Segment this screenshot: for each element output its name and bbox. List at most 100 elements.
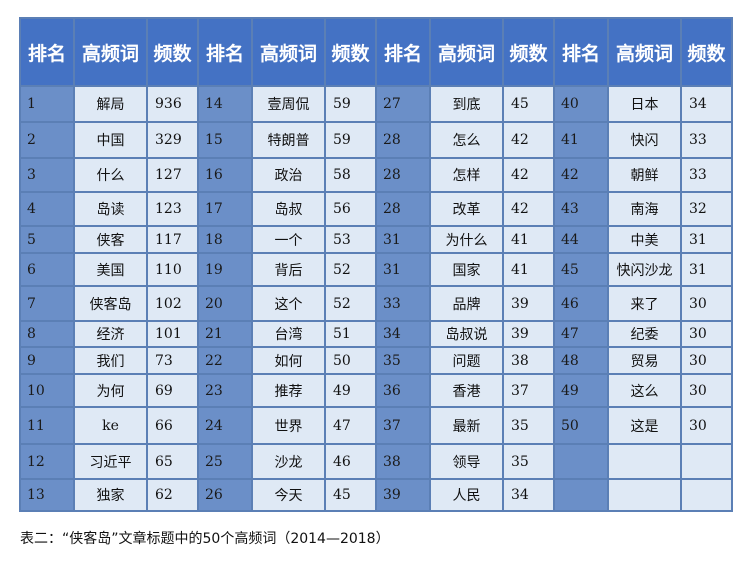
rank-cell: 27: [375, 85, 431, 123]
freq-cell: 110: [146, 252, 199, 287]
word-cell: 特朗普: [251, 121, 326, 159]
rank-cell: 24: [197, 406, 253, 445]
freq-cell: 102: [146, 285, 199, 322]
rank-cell: 4: [19, 191, 75, 227]
freq-cell: 31: [680, 225, 733, 254]
freq-cell: 30: [680, 406, 733, 445]
freq-cell: 47: [324, 406, 377, 445]
word-cell: 品牌: [429, 285, 504, 322]
freq-cell: 329: [146, 121, 199, 159]
rank-cell: 36: [375, 373, 431, 408]
rank-cell: 45: [553, 252, 609, 287]
rank-cell: 35: [375, 346, 431, 375]
word-cell: 中美: [607, 225, 682, 254]
word-cell: 人民: [429, 478, 504, 512]
word-cell: 日本: [607, 85, 682, 123]
rank-cell: 23: [197, 373, 253, 408]
freq-cell: 37: [502, 373, 555, 408]
word-cell: 问题: [429, 346, 504, 375]
freq-cell: 117: [146, 225, 199, 254]
rank-cell: 39: [375, 478, 431, 512]
word-cell: 侠客岛: [73, 285, 148, 322]
freq-cell: 32: [680, 191, 733, 227]
word-cell: 怎么: [429, 121, 504, 159]
word-cell: 美国: [73, 252, 148, 287]
table-row: 13 独家 62 26 今天 45 39 人民 34: [19, 478, 733, 512]
rank-cell: 50: [553, 406, 609, 445]
header-word: 高频词: [607, 17, 682, 87]
rank-cell: 18: [197, 225, 253, 254]
rank-cell: 11: [19, 406, 75, 445]
freq-cell: 45: [324, 478, 377, 512]
word-cell: 为什么: [429, 225, 504, 254]
rank-cell: 15: [197, 121, 253, 159]
rank-cell: 7: [19, 285, 75, 322]
rank-cell: 33: [375, 285, 431, 322]
rank-cell: 10: [19, 373, 75, 408]
header-row: 排名 高频词 频数 排名 高频词 频数 排名 高频词 频数 排名 高频词 频数: [19, 17, 733, 87]
rank-cell: 5: [19, 225, 75, 254]
word-cell: 推荐: [251, 373, 326, 408]
table-row: 5 侠客 117 18 一个 53 31 为什么 41 44 中美 31: [19, 225, 733, 254]
rank-cell: [553, 478, 609, 512]
frequency-table: 排名 高频词 频数 排名 高频词 频数 排名 高频词 频数 排名 高频词 频数 …: [19, 17, 733, 512]
rank-cell: 48: [553, 346, 609, 375]
header-freq: 频数: [146, 17, 199, 87]
rank-cell: 49: [553, 373, 609, 408]
word-cell: 岛读: [73, 191, 148, 227]
word-cell: 一个: [251, 225, 326, 254]
rank-cell: 43: [553, 191, 609, 227]
word-cell: 香港: [429, 373, 504, 408]
word-cell: 解局: [73, 85, 148, 123]
rank-cell: 31: [375, 252, 431, 287]
table-row: 7 侠客岛 102 20 这个 52 33 品牌 39 46 来了 30: [19, 285, 733, 322]
freq-cell: 33: [680, 157, 733, 193]
word-cell: 最新: [429, 406, 504, 445]
freq-cell: 30: [680, 346, 733, 375]
freq-cell: 73: [146, 346, 199, 375]
word-cell: 国家: [429, 252, 504, 287]
rank-cell: 3: [19, 157, 75, 193]
freq-cell: 123: [146, 191, 199, 227]
word-cell: 背后: [251, 252, 326, 287]
freq-cell: 30: [680, 285, 733, 322]
freq-cell: 46: [324, 443, 377, 480]
freq-cell: 65: [146, 443, 199, 480]
freq-cell: 49: [324, 373, 377, 408]
rank-cell: 17: [197, 191, 253, 227]
header-rank: 排名: [197, 17, 253, 87]
word-cell: 沙龙: [251, 443, 326, 480]
freq-cell: 50: [324, 346, 377, 375]
word-cell: 习近平: [73, 443, 148, 480]
table-body: 1 解局 936 14 壹周侃 59 27 到底 45 40 日本 34 2 中国 329 15 特朗普 59 28…: [19, 85, 733, 512]
freq-cell: 35: [502, 443, 555, 480]
rank-cell: 38: [375, 443, 431, 480]
rank-cell: 20: [197, 285, 253, 322]
freq-cell: 53: [324, 225, 377, 254]
header-word: 高频词: [251, 17, 326, 87]
rank-cell: 2: [19, 121, 75, 159]
rank-cell: 13: [19, 478, 75, 512]
freq-cell: 66: [146, 406, 199, 445]
word-cell: 岛叔: [251, 191, 326, 227]
word-cell: 政治: [251, 157, 326, 193]
word-cell: 什么: [73, 157, 148, 193]
freq-cell: 34: [502, 478, 555, 512]
table-row: 4 岛读 123 17 岛叔 56 28 改革 42 43 南海 32: [19, 191, 733, 227]
word-cell: 快闪: [607, 121, 682, 159]
header-freq: 频数: [324, 17, 377, 87]
rank-cell: 22: [197, 346, 253, 375]
table-row: 1 解局 936 14 壹周侃 59 27 到底 45 40 日本 34: [19, 85, 733, 123]
rank-cell: 16: [197, 157, 253, 193]
freq-cell: 30: [680, 320, 733, 348]
word-cell: 为何: [73, 373, 148, 408]
word-cell: 到底: [429, 85, 504, 123]
table-row: 9 我们 73 22 如何 50 35 问题 38 48 贸易 30: [19, 346, 733, 375]
table-row: 8 经济 101 21 台湾 51 34 岛叔说 39 47 纪委 30: [19, 320, 733, 348]
freq-cell: 51: [324, 320, 377, 348]
rank-cell: [553, 443, 609, 480]
table-row: 10 为何 69 23 推荐 49 36 香港 37 49 这么 30: [19, 373, 733, 408]
rank-cell: 14: [197, 85, 253, 123]
header-freq: 频数: [680, 17, 733, 87]
rank-cell: 31: [375, 225, 431, 254]
